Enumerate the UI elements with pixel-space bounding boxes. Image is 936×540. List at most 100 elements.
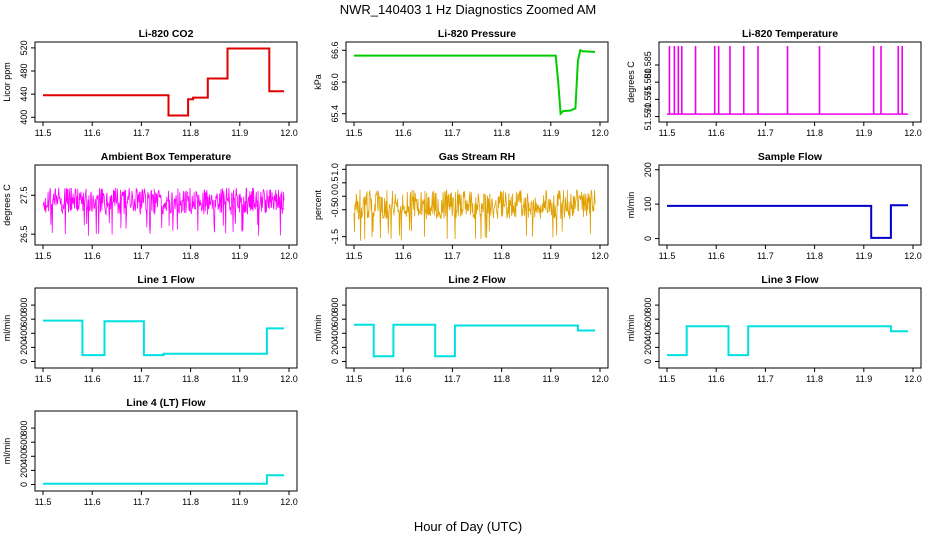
- y-tick-label: 520: [19, 40, 29, 55]
- series-line: [43, 47, 285, 117]
- x-tick-label: 11.7: [133, 374, 150, 384]
- x-tick-label: 11.5: [346, 128, 363, 138]
- x-tick-label: 11.9: [542, 374, 559, 384]
- x-tick-label: 11.5: [659, 128, 676, 138]
- y-tick-label: 200: [643, 340, 653, 355]
- series-line: [353, 189, 596, 241]
- y-tick-label: 400: [19, 326, 29, 341]
- y-tick-label: 200: [330, 340, 340, 355]
- series-line: [667, 204, 909, 239]
- y-tick-label: 800: [19, 298, 29, 313]
- x-tick-label: 11.7: [757, 128, 774, 138]
- panel-2: Li-820 Pressure kPa 11.5 11.6 11.7 11.8 11.9 12…: [313, 28, 609, 138]
- panel-9: Line 3 Flow ml/min 11.5 11.6 11.7 11.8 11.9 12.…: [626, 274, 922, 384]
- x-tick-label: 11.6: [84, 128, 101, 138]
- x-tick-label: 11.6: [84, 251, 101, 261]
- y-axis-label: ml/min: [626, 192, 636, 219]
- x-tick-label: 11.5: [659, 374, 676, 384]
- y-tick-label: 600: [330, 312, 340, 327]
- x-tick-label: 12.0: [591, 128, 609, 138]
- y-tick-label: 0: [643, 359, 653, 364]
- y-axis-label: ml/min: [2, 315, 12, 342]
- x-tick-label: 12.0: [904, 128, 922, 138]
- x-tick-label: 12.0: [280, 128, 298, 138]
- y-tick-label: 51.580: [643, 68, 653, 96]
- x-tick-label: 11.6: [708, 128, 725, 138]
- x-tick-label: 11.7: [757, 374, 774, 384]
- y-axis-label: ml/min: [313, 315, 323, 342]
- y-axis-label: kPa: [313, 74, 323, 90]
- panel-3: Li-820 Temperature degrees C 11.5 11.6 11.7 1…: [626, 28, 922, 138]
- x-tick-label: 11.6: [395, 374, 412, 384]
- x-tick-label: 11.7: [133, 497, 150, 507]
- x-tick-label: 11.5: [35, 251, 52, 261]
- plot-frame: [658, 164, 922, 246]
- y-axis-label: degrees C: [2, 184, 12, 226]
- y-tick-label: 100: [643, 197, 653, 212]
- x-tick-label: 11.9: [855, 251, 872, 261]
- y-tick-label: 400: [330, 326, 340, 341]
- series-line: [354, 48, 596, 117]
- x-tick-label: 11.9: [855, 374, 872, 384]
- x-tick-label: 11.8: [806, 374, 823, 384]
- x-tick-label: 12.0: [591, 251, 609, 261]
- y-tick-label: 66.6: [330, 42, 340, 60]
- y-tick-label: 480: [19, 64, 29, 79]
- x-tick-label: 11.7: [444, 128, 461, 138]
- figure-xlabel: Hour of Day (UTC): [414, 519, 522, 534]
- panel-title: Ambient Box Temperature: [101, 151, 232, 163]
- x-tick-label: 11.8: [182, 251, 199, 261]
- x-tick-label: 11.8: [493, 128, 510, 138]
- panel-1: Li-820 CO2 Licor ppm 11.5 11.6 11.7 11.8 11.9 1…: [2, 28, 298, 138]
- panel-title: Line 3 Flow: [761, 274, 819, 286]
- x-tick-label: 11.9: [542, 128, 559, 138]
- series-line: [43, 474, 285, 485]
- x-tick-label: 11.9: [231, 128, 248, 138]
- panel-grid: Li-820 CO2 Licor ppm 11.5 11.6 11.7 11.8 11.9 1…: [2, 28, 922, 507]
- series-line: [354, 323, 596, 358]
- y-axis-label: degrees C: [626, 61, 636, 103]
- y-tick-label: 800: [19, 421, 29, 436]
- x-tick-label: 11.9: [231, 251, 248, 261]
- y-tick-label: 400: [19, 110, 29, 125]
- y-tick-label: 200: [643, 162, 653, 177]
- x-tick-label: 11.6: [84, 497, 101, 507]
- y-tick-label: -0.5: [330, 202, 340, 218]
- x-tick-label: 12.0: [280, 251, 298, 261]
- y-tick-label: 0.5: [330, 177, 340, 190]
- x-tick-label: 11.9: [231, 497, 248, 507]
- x-tick-label: 12.0: [591, 374, 609, 384]
- x-tick-label: 11.9: [855, 128, 872, 138]
- y-tick-label: 200: [19, 463, 29, 478]
- y-tick-label: 26.5: [19, 225, 29, 243]
- y-tick-label: 0: [330, 359, 340, 364]
- y-axis-label: percent: [313, 189, 323, 220]
- panel-title: Li-820 Pressure: [438, 28, 516, 40]
- y-tick-label: 400: [19, 449, 29, 464]
- plot-frame: [345, 164, 609, 246]
- x-tick-label: 11.5: [35, 497, 52, 507]
- x-tick-label: 11.8: [182, 128, 199, 138]
- x-tick-label: 11.6: [708, 251, 725, 261]
- panel-title: Gas Stream RH: [439, 151, 515, 163]
- panel-10: Line 4 (LT) Flow ml/min 11.5 11.6 11.7 11.8 11…: [2, 397, 298, 507]
- y-tick-label: 66.0: [330, 73, 340, 91]
- panel-title: Line 2 Flow: [448, 274, 506, 286]
- y-tick-label: 27.5: [19, 186, 29, 204]
- x-tick-label: 12.0: [280, 497, 298, 507]
- y-tick-label: 200: [19, 340, 29, 355]
- x-tick-label: 11.8: [182, 497, 199, 507]
- y-tick-label: 600: [19, 435, 29, 450]
- panel-7: Line 1 Flow ml/min 11.5 11.6 11.7 11.8 11.9 12.…: [2, 274, 298, 384]
- panel-title: Li-820 CO2: [139, 28, 194, 40]
- plot-frame: [34, 287, 298, 369]
- x-tick-label: 12.0: [904, 374, 922, 384]
- panel-4: Ambient Box Temperature degrees C 11.5 11.6…: [2, 151, 298, 261]
- y-tick-label: 400: [643, 326, 653, 341]
- plot-frame: [345, 287, 609, 369]
- y-axis-label: ml/min: [2, 438, 12, 465]
- plot-frame: [658, 287, 922, 369]
- x-tick-label: 11.5: [35, 374, 52, 384]
- y-tick-label: 0.0: [330, 190, 340, 203]
